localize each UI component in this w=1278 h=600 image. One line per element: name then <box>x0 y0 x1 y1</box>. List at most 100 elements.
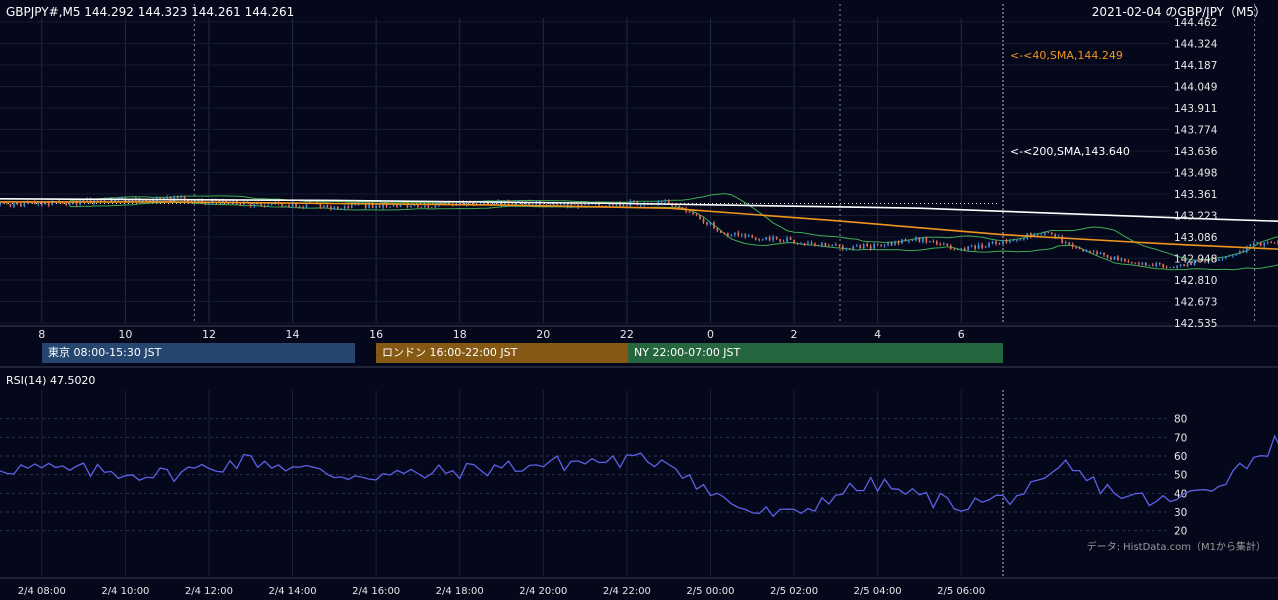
candle-body <box>605 205 607 207</box>
candle-body <box>639 205 642 206</box>
candle-body <box>176 196 179 198</box>
candle-body <box>141 199 144 202</box>
candle-body <box>911 240 914 242</box>
candle-body <box>789 237 792 240</box>
candle-body <box>991 241 994 244</box>
candle-body <box>424 205 426 208</box>
candle-body <box>552 203 555 205</box>
candle-body <box>1030 233 1032 237</box>
candle-body <box>1214 259 1217 261</box>
candle-body <box>775 236 778 240</box>
chart-title: 2021-02-04 のGBP/JPY（M5） <box>1092 5 1266 19</box>
candle-body <box>1023 238 1025 240</box>
candle-body <box>249 203 252 207</box>
candle-body <box>1211 258 1213 260</box>
candle-body <box>44 202 47 205</box>
candle-body <box>918 237 921 243</box>
candle-body <box>305 203 308 208</box>
rsi-x-tick: 2/4 14:00 <box>268 586 316 597</box>
candle-body <box>333 206 336 210</box>
candle-body <box>1106 254 1109 258</box>
candle-body <box>695 214 698 216</box>
candle-body <box>180 197 182 198</box>
candle-body <box>737 232 740 236</box>
candle-body <box>723 232 726 234</box>
candle-body <box>417 205 419 207</box>
rsi-x-tick: 2/4 10:00 <box>101 586 149 597</box>
rsi-x-tick: 2/5 04:00 <box>854 586 902 597</box>
candle-body <box>876 244 879 245</box>
candle-body <box>1057 236 1060 238</box>
candle-body <box>201 199 203 203</box>
candle-body <box>970 245 973 247</box>
rsi-y-tick: 60 <box>1174 451 1187 463</box>
candle-body <box>935 241 938 244</box>
candle-body <box>810 242 813 244</box>
candle-body <box>357 204 360 206</box>
candle-body <box>904 239 907 242</box>
candle-body <box>1082 249 1084 252</box>
candle-body <box>925 237 928 242</box>
candle-body <box>549 203 552 205</box>
symbol-info: GBPJPY#,M5 144.292 144.323 144.261 144.2… <box>6 5 294 19</box>
price-x-tick: 12 <box>202 328 216 341</box>
candle-body <box>281 203 283 206</box>
candle-body <box>86 199 88 201</box>
candle-body <box>166 197 169 200</box>
candle-body <box>817 245 820 246</box>
candle-body <box>368 203 371 208</box>
candle-body <box>33 201 36 204</box>
candle-body <box>1117 256 1119 261</box>
candle-body <box>479 203 482 205</box>
candle-body <box>1232 255 1234 257</box>
candle-body <box>444 202 447 205</box>
candle-body <box>998 243 1001 245</box>
candle-body <box>922 237 924 243</box>
candle-body <box>751 235 754 238</box>
candle-body <box>981 244 983 248</box>
candle-body <box>295 202 297 207</box>
candle-body <box>601 205 604 207</box>
candle-body <box>486 202 489 205</box>
candle-body <box>761 239 764 241</box>
candle-body <box>232 200 235 203</box>
candle-body <box>894 242 896 246</box>
session-tokyo: 東京 08:00-15:30 JST <box>42 343 355 363</box>
candle-body <box>239 204 242 206</box>
axis-labels: 8 10 12 14 16 18 20 22 0 2 4 6 144.462 144.324 144.187… <box>18 17 1218 597</box>
candle-body <box>1096 251 1098 255</box>
candle-body <box>1078 247 1081 250</box>
candle-body <box>956 249 959 251</box>
candle-body <box>598 203 600 206</box>
candle-body <box>0 202 1 206</box>
candle-body <box>713 222 715 229</box>
candle-body <box>1054 234 1057 238</box>
candle-body <box>23 201 26 207</box>
candle-body <box>483 202 485 204</box>
candle-body <box>563 203 566 205</box>
candle-body <box>183 197 186 201</box>
candle-body <box>1005 240 1008 243</box>
rsi-panel <box>0 434 1278 518</box>
candle-body <box>580 204 583 208</box>
candle-body <box>208 203 210 204</box>
rsi-x-tick: 2/4 16:00 <box>352 586 400 597</box>
candle-body <box>65 203 68 205</box>
candle-body <box>890 242 893 246</box>
candle-body <box>68 203 71 205</box>
candle-body <box>988 243 990 247</box>
candle-body <box>730 234 733 236</box>
candle-body <box>1061 236 1064 244</box>
candle-body <box>148 200 151 202</box>
candle-body <box>145 199 148 202</box>
candle-body <box>1266 242 1269 244</box>
candle-body <box>869 245 872 249</box>
rsi-x-tick: 2/4 08:00 <box>18 586 66 597</box>
candle-body <box>222 200 224 203</box>
rsi-x-tick: 2/4 20:00 <box>519 586 567 597</box>
candle-body <box>702 219 705 223</box>
candle-body <box>608 203 611 206</box>
price-y-tick: 142.810 <box>1174 275 1217 287</box>
candle-body <box>977 244 980 249</box>
